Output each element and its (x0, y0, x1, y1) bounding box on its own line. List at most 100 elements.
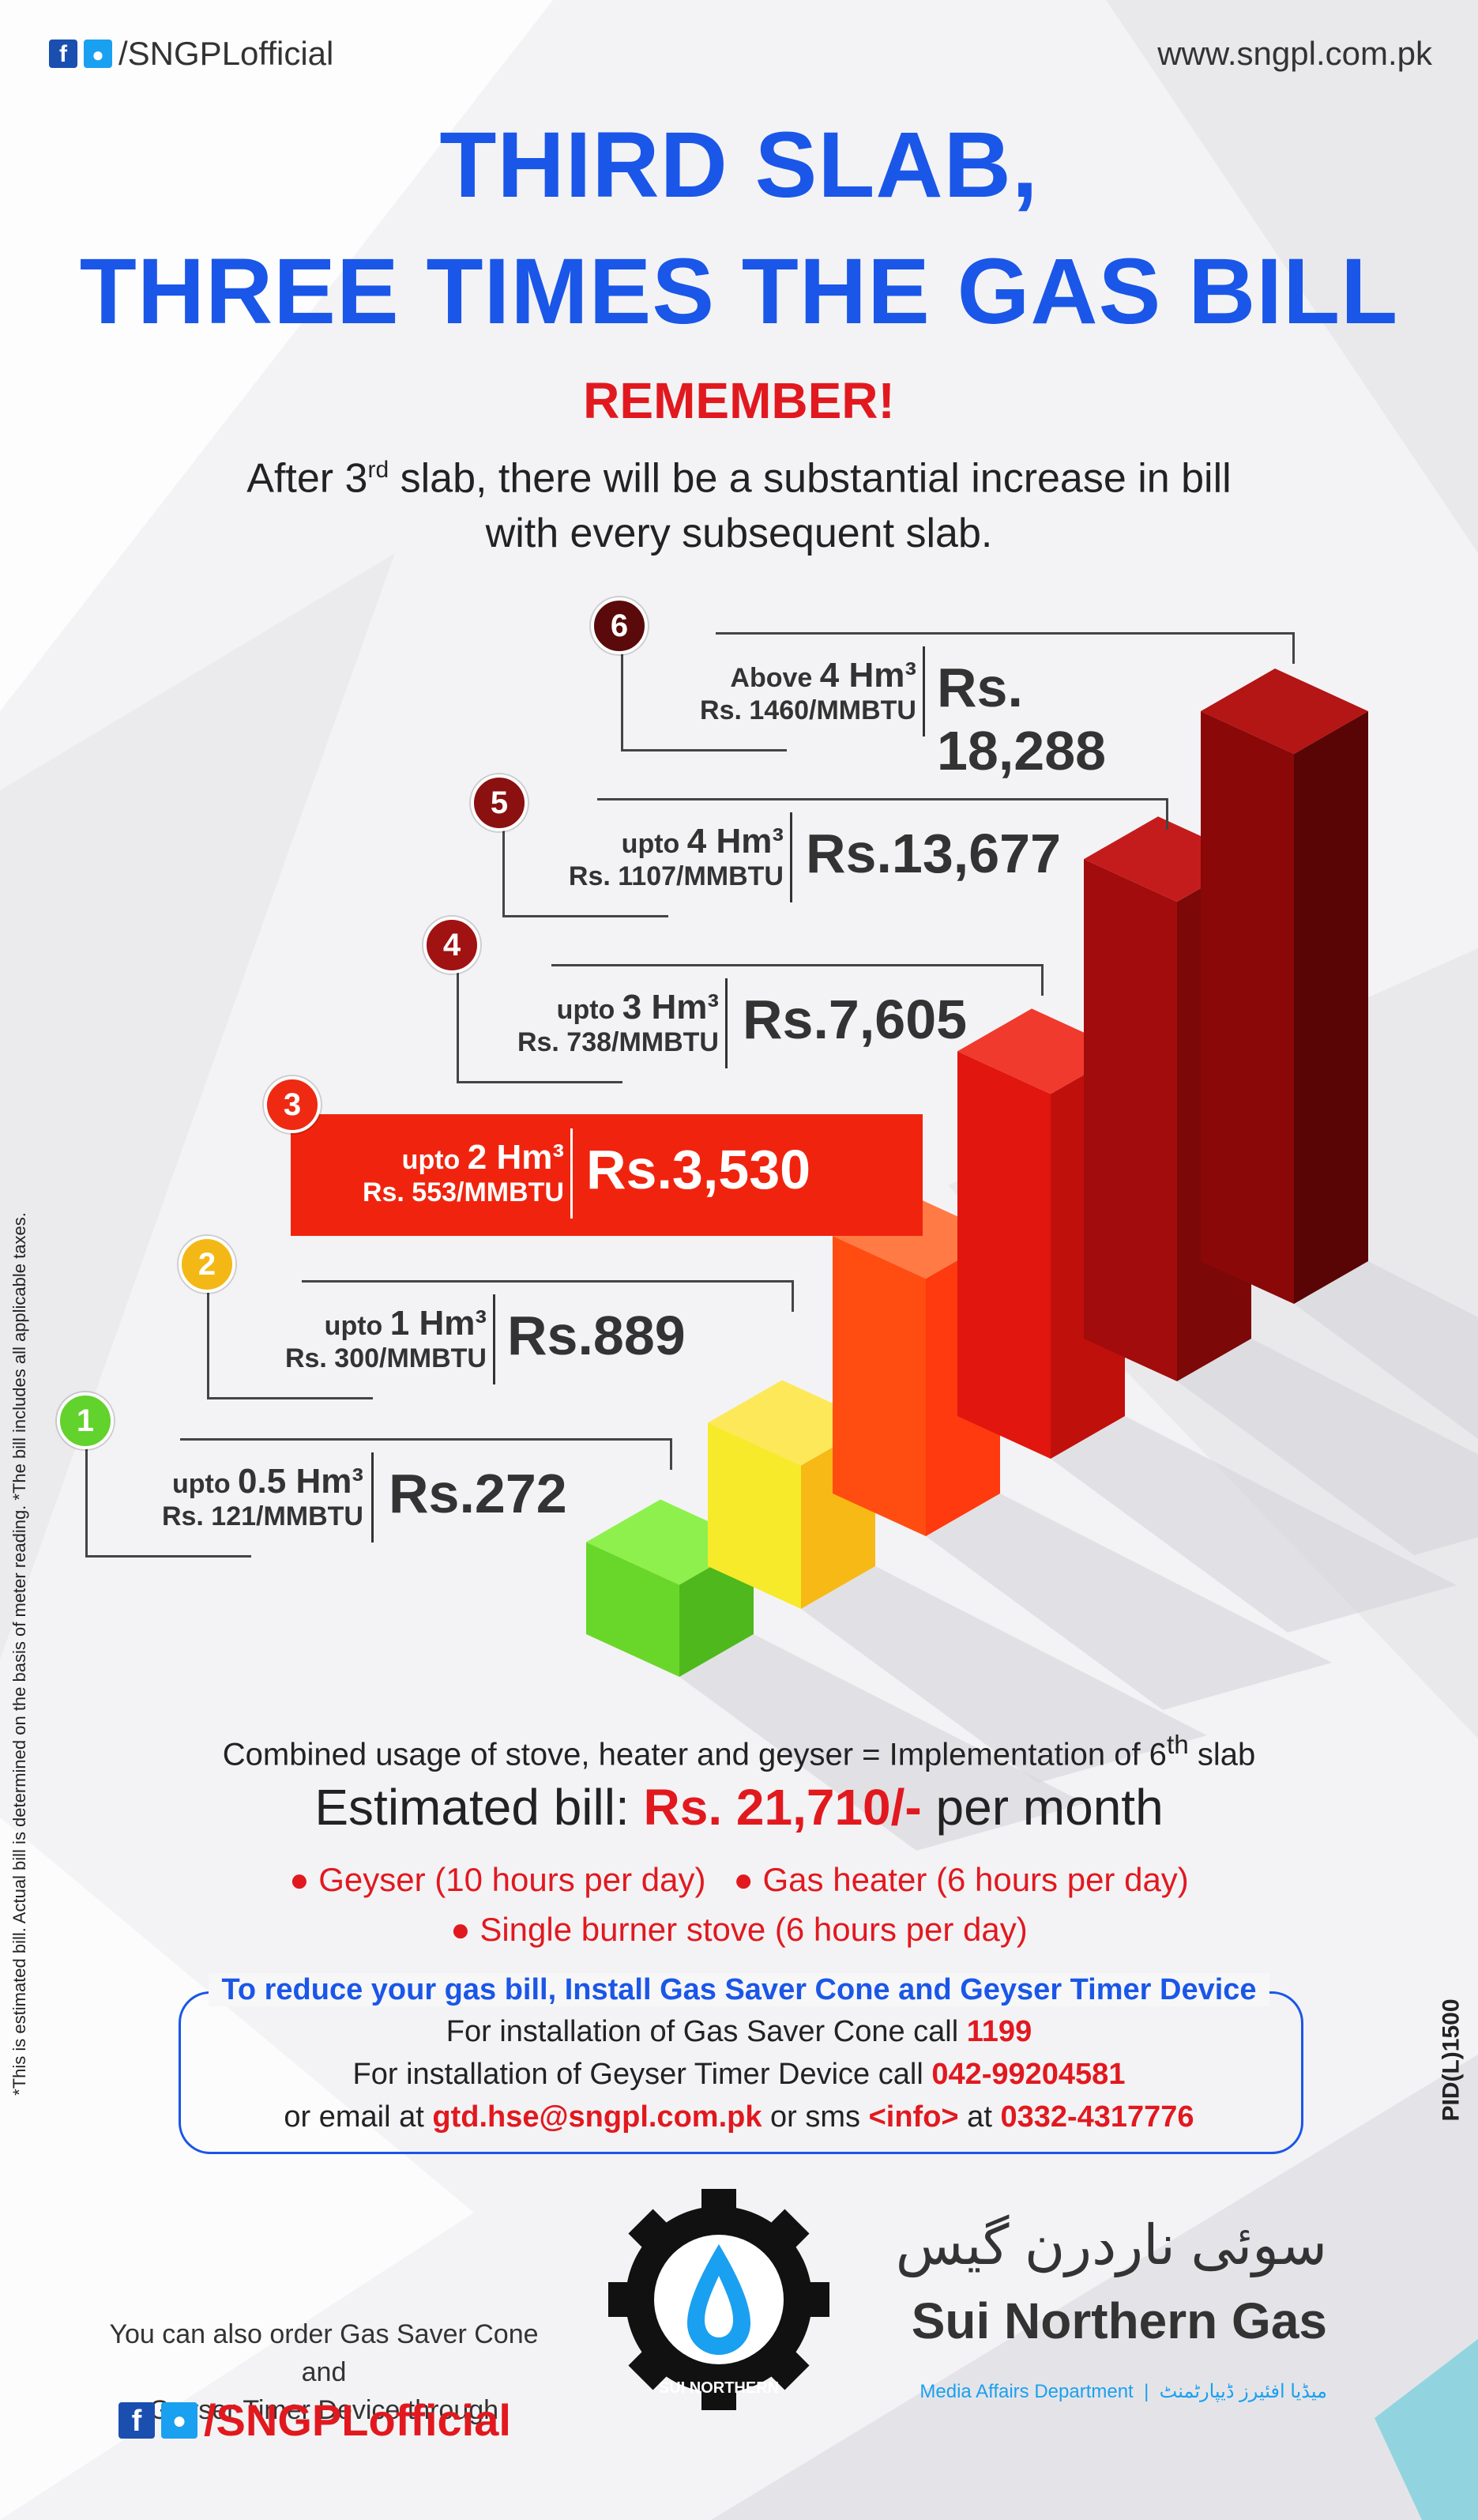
estimate-suffix: per month (921, 1779, 1164, 1836)
slab-box-top (551, 964, 1041, 966)
intro-line2: with every subsequent slab. (485, 510, 993, 557)
slab-box-left (207, 1280, 209, 1397)
combined-sup: th (1166, 1731, 1189, 1760)
twitter-icon[interactable]: ● (84, 40, 112, 68)
sms-code: <info> (868, 2100, 959, 2134)
slab-box-top (302, 1280, 792, 1283)
department-ur: میڈیا افئیرز ڈیپارٹمنٹ (1159, 2381, 1327, 2402)
slab-rate: Rs. 738/MMBTU (517, 1027, 719, 1057)
slab-number-badge: 2 (179, 1236, 235, 1293)
slab-number-badge: 6 (591, 597, 648, 654)
email-link[interactable]: gtd.hse@sngpl.com.pk (432, 2100, 762, 2134)
slab-box-left (85, 1438, 88, 1555)
bar-shadow (801, 1566, 1207, 1783)
slab-box-left (457, 964, 459, 1081)
facebook-icon[interactable]: f (49, 40, 77, 68)
bar-front (957, 1051, 1051, 1459)
pid-code: PID(L)1500 (1438, 1998, 1465, 2122)
website-link[interactable]: www.sngpl.com.pk (1157, 35, 1432, 72)
slab-number-badge: 4 (423, 917, 480, 974)
slab-usage-label: upto 1 Hm³ Rs. 300/MMBTU (197, 1304, 487, 1374)
bar-shadow (1051, 1416, 1457, 1633)
intro-sup: rd (367, 457, 389, 483)
slab-usage: upto 0.5 Hm³ (79, 1462, 363, 1501)
intro-part2: slab, there will be a substantial increa… (389, 455, 1232, 502)
bar-side (1294, 711, 1368, 1304)
sms-number[interactable]: 0332-4317776 (1000, 2100, 1194, 2134)
slab-box-right (1166, 798, 1168, 830)
order-line2: Geyser Timer Device through (149, 2395, 499, 2425)
order-text: You can also order Gas Saver Cone and Ge… (87, 2315, 561, 2429)
slab-price: Rs.7,605 (743, 989, 968, 1050)
bullet-dot-icon: ● (289, 1861, 310, 1898)
combined-text1: Combined usage of stove, heater and geys… (222, 1737, 1167, 1772)
twitter-icon[interactable]: ● (161, 2401, 197, 2439)
slab-box-bottom (457, 1081, 622, 1083)
intro-text: After 3rd slab, there will be a substant… (0, 443, 1478, 561)
usage-item: Geyser (10 hours per day) (318, 1861, 706, 1898)
logo-urdu-name: سوئی ناردرن گیس (895, 2214, 1327, 2276)
slab-number-badge: 1 (57, 1392, 114, 1449)
tips-heading: To reduce your gas bill, Install Gas Sav… (209, 1973, 1269, 2006)
slab-separator (923, 646, 925, 736)
slab-usage-prefix: upto (401, 1145, 468, 1175)
bar-shadow (1294, 1261, 1478, 1439)
disclaimer-vertical: *This is estimated bill. Actual bill is … (9, 1212, 29, 2096)
slab-box-right (1292, 632, 1295, 664)
slab-usage-label: upto 4 Hm³ Rs. 1107/MMBTU (490, 822, 784, 892)
slab-usage-prefix: upto (324, 1311, 390, 1341)
logo-brand-name: Sui Northern Gas (911, 2292, 1327, 2349)
slab-box-bottom (85, 1555, 251, 1558)
sms-prefix: or sms (762, 2100, 869, 2134)
slab-usage-value: 0.5 Hm³ (238, 1462, 363, 1501)
slab-box-bottom (502, 915, 668, 917)
social-handle-header[interactable]: f ● /SNGPLofficial (49, 35, 333, 73)
bullet-dot-icon: ● (450, 1911, 471, 1948)
slab-usage-label: upto 3 Hm³ Rs. 738/MMBTU (442, 988, 719, 1058)
slab-usage-prefix: upto (556, 995, 622, 1025)
remember-heading: REMEMBER! (583, 372, 895, 429)
slab-highlight-bg (291, 1114, 923, 1236)
facebook-icon[interactable]: f (118, 2401, 155, 2439)
slab-usage-label: upto 0.5 Hm³ Rs. 121/MMBTU (79, 1462, 363, 1532)
slab-box-top (180, 1438, 670, 1441)
usage-item: Gas heater (6 hours per day) (762, 1861, 1189, 1898)
slab-rate: Rs. 300/MMBTU (284, 1343, 487, 1373)
slab-number-badge: 3 (264, 1076, 321, 1133)
tips-timer-line: For installation of Geyser Timer Device … (0, 2058, 1478, 2092)
slab-box-top (716, 632, 1292, 635)
slab-box-left (502, 798, 505, 915)
slab-box-top (597, 798, 1166, 800)
combined-text2: slab (1188, 1737, 1256, 1772)
slab-box-bottom (207, 1397, 373, 1399)
sngpl-logo-icon: SUI NORTHERN (608, 2189, 829, 2410)
slab-box-right (670, 1438, 672, 1470)
order-social-handle[interactable]: f ● /SNGPLofficial (118, 2394, 511, 2446)
slab-rate: Rs. 121/MMBTU (161, 1501, 363, 1531)
cone-phone[interactable]: 1199 (966, 2015, 1032, 2048)
timer-phone[interactable]: 042-99204581 (931, 2058, 1126, 2091)
slab-usage-value: 4 Hm³ (686, 822, 784, 861)
logo-department: Media Affairs Department | میڈیا افئیرز … (920, 2381, 1327, 2402)
bar-top (1201, 669, 1368, 754)
slab-usage-value: 3 Hm³ (622, 988, 719, 1026)
sms-at: at (958, 2100, 1001, 2134)
slab-price: Rs.13,677 (806, 823, 1062, 884)
slab-separator (371, 1452, 374, 1543)
tips-heading-wrap: To reduce your gas bill, Install Gas Sav… (0, 1973, 1478, 2007)
combined-usage-text: Combined usage of stove, heater and geys… (0, 1731, 1478, 1772)
slab-rate: Rs. 1107/MMBTU (568, 861, 784, 891)
estimate-amount: Rs. 21,710/- (643, 1779, 922, 1836)
social-handle-text: /SNGPLofficial (118, 35, 334, 72)
email-prefix: or email at (284, 2100, 433, 2134)
bar-front (586, 1542, 679, 1677)
logo-ring-text: SUI NORTHERN (659, 2379, 779, 2397)
bar-front (1201, 711, 1294, 1304)
slab-separator (493, 1294, 495, 1384)
slab-usage-value: 4 Hm³ (819, 656, 916, 695)
slab-usage: upto 4 Hm³ (490, 822, 784, 861)
estimated-bill: Estimated bill: Rs. 21,710/- per month (0, 1778, 1478, 1836)
tips-contact-line: or email at gtd.hse@sngpl.com.pk or sms … (0, 2100, 1478, 2134)
bar-shadow (926, 1494, 1332, 1710)
